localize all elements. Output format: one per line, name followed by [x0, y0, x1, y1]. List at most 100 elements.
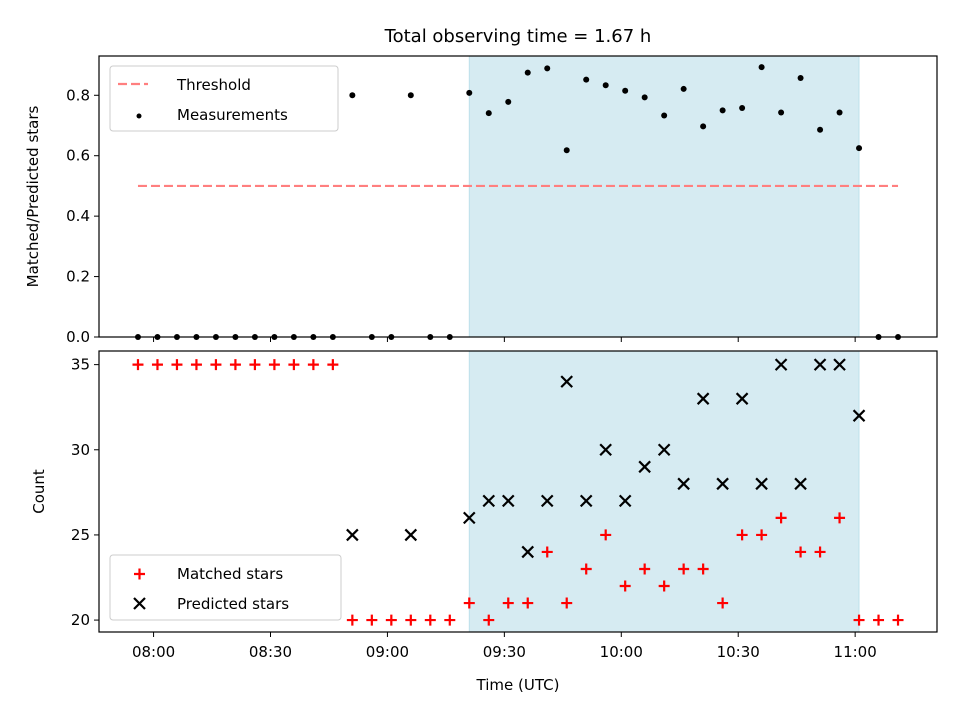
predicted-star-point [521, 545, 535, 559]
matched-star-point [268, 359, 280, 371]
legend-matched-swatch [134, 568, 145, 580]
y-axis-label: Count [30, 469, 48, 514]
predicted-star-point [540, 494, 554, 508]
predicted-star-point [794, 477, 807, 491]
x-tick-label: 10:30 [717, 643, 760, 661]
measurement-point [524, 69, 531, 76]
predicted-star-point [346, 528, 359, 542]
matched-star-point [288, 359, 300, 371]
matched-star-point [541, 546, 553, 558]
bottom-panel: 20 25 30 35 08:00 08:30 09:00 09:30 10:00 10:30 11… [30, 350, 938, 694]
matched-star-point [697, 563, 709, 575]
chart-title: Total observing time = 1.67 h [384, 26, 652, 47]
predicted-star-point [482, 494, 496, 508]
top-axes-frame [98, 55, 938, 338]
predicted-star-point [501, 494, 515, 508]
predicted-star-point [677, 477, 690, 491]
legend-box [109, 65, 339, 132]
x-tick-label: 08:30 [249, 643, 292, 661]
predicted-star-point [579, 494, 593, 508]
matched-star-point [736, 529, 748, 541]
bottom-legend: Matched stars Predicted stars [109, 554, 342, 621]
legend-measurements-label: Measurements [177, 106, 288, 124]
matched-star-point [873, 614, 885, 626]
legend-predicted-swatch [133, 597, 146, 610]
legend-measurements-swatch [136, 113, 142, 119]
top-panel: 0.0 0.2 0.4 0.6 0.8 Total observing time = 1.… [24, 26, 938, 346]
predicted-star-point [813, 358, 827, 371]
matched-star-point [580, 563, 592, 575]
y-tick-label: 20 [71, 611, 90, 629]
measurement-point [563, 147, 570, 154]
matched-star-point [249, 359, 261, 371]
matched-star-point [619, 580, 631, 592]
y-tick-label: 0.0 [66, 328, 90, 346]
matched-star-point [658, 580, 670, 592]
matched-star-point [151, 359, 163, 371]
measurement-point [583, 76, 590, 83]
matched-star-point [327, 359, 339, 371]
matched-star-point [678, 563, 690, 575]
legend-box [109, 554, 342, 621]
measurement-point [836, 109, 843, 116]
predicted-star-point [755, 477, 768, 491]
measurement-point [680, 85, 687, 92]
predicted-star-point [735, 392, 749, 405]
matched-star-point [522, 597, 534, 609]
matched-star-point [307, 359, 319, 371]
predicted-star-point [638, 460, 651, 474]
measurement-point [700, 123, 707, 130]
matched-star-point [717, 597, 729, 609]
measurement-point [778, 109, 785, 116]
x-tick-label: 09:30 [483, 643, 526, 661]
matched-star-point [561, 597, 573, 609]
predicted-star-point [404, 528, 418, 542]
matched-star-point [366, 614, 378, 626]
predicted-star-point [599, 443, 612, 457]
top-legend: Threshold Measurements [109, 65, 339, 132]
predicted-star-point [833, 358, 846, 371]
matched-star-point [600, 529, 612, 541]
matched-star-point [892, 614, 904, 626]
y-tick-label: 30 [71, 441, 90, 459]
measurement-point [407, 92, 414, 99]
predicted-star-point [716, 477, 729, 491]
y-axis-label: Matched/Predicted stars [24, 106, 42, 288]
measurement-point [544, 65, 551, 72]
legend-threshold-label: Threshold [176, 76, 251, 94]
measurement-point [856, 145, 863, 152]
measurement-point [797, 75, 804, 82]
measurement-point [641, 94, 648, 101]
observing-window-shade-top [468, 55, 860, 338]
matched-star-point [346, 614, 358, 626]
matched-star-point [424, 614, 436, 626]
measurement-point [719, 107, 726, 114]
measurement-point [349, 92, 356, 99]
matched-star-point [834, 512, 846, 524]
matched-star-point [210, 359, 222, 371]
matched-star-point [444, 614, 456, 626]
x-axis-label: Time (UTC) [476, 676, 560, 694]
measurement-point [505, 98, 512, 105]
matched-star-point [132, 359, 144, 371]
y-tick-label: 0.4 [66, 207, 90, 225]
predicted-star-point [852, 409, 866, 422]
legend-predicted-label: Predicted stars [177, 595, 289, 613]
measurement-point [485, 110, 492, 117]
x-tick-label: 10:00 [600, 643, 643, 661]
bottom-axes-frame [98, 350, 938, 633]
matched-star-point [483, 614, 495, 626]
measurement-point [758, 64, 765, 71]
matched-star-point [639, 563, 651, 575]
predicted-star-point [657, 443, 671, 457]
x-tick-label: 11:00 [834, 643, 877, 661]
matched-star-point [756, 529, 768, 541]
matched-star-point [853, 614, 865, 626]
matched-star-point [814, 546, 826, 558]
measurement-point [602, 82, 609, 89]
predicted-star-point [696, 392, 710, 405]
x-tick-label: 08:00 [132, 643, 175, 661]
measurement-point [661, 112, 668, 119]
x-tick-label: 09:00 [366, 643, 409, 661]
